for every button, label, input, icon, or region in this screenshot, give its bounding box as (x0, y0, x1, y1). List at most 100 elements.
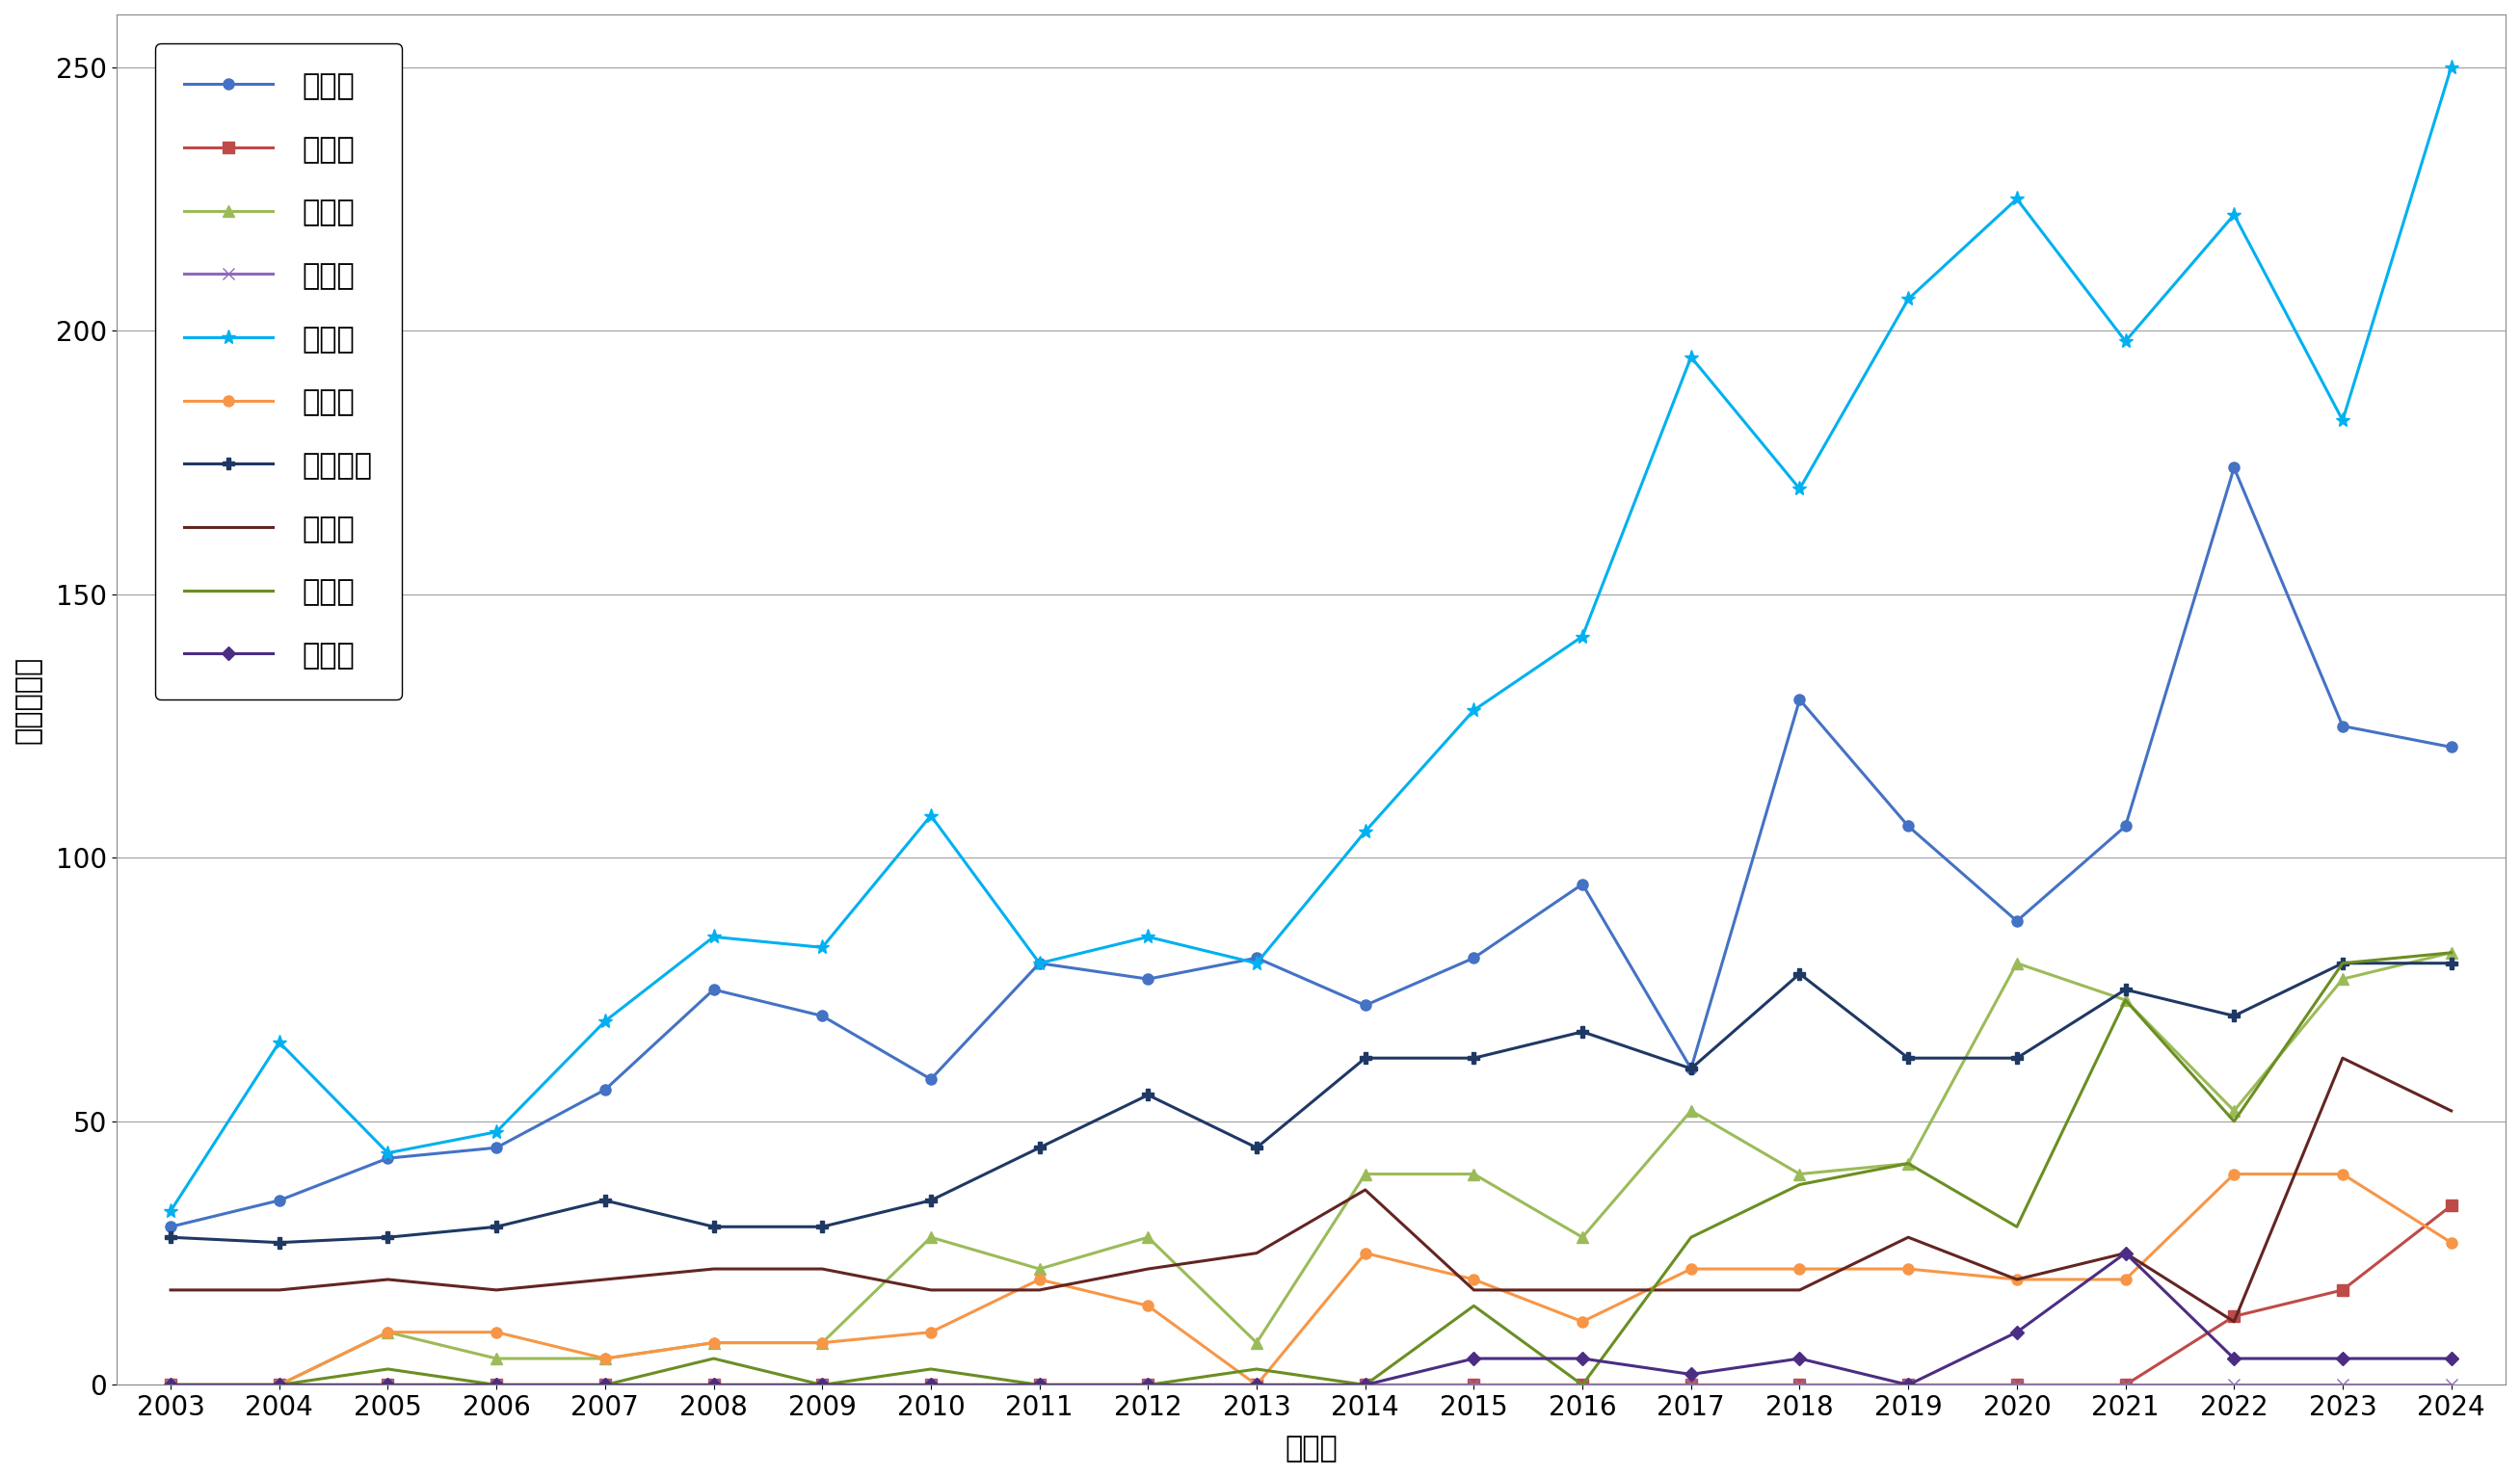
その他 (2437, 1350, 2467, 1368)
Line: 沖縄県: 沖縄県 (171, 1058, 2452, 1322)
X-axis label: 調査年: 調査年 (1285, 1434, 1338, 1462)
長崎県 (265, 1377, 295, 1394)
宮崎県 (1459, 1270, 1489, 1288)
佐賀県 (1134, 1229, 1164, 1247)
熊本県 (2109, 332, 2139, 350)
大分県 (1567, 1377, 1598, 1394)
福岡県 (1567, 876, 1598, 894)
沖縄県 (1242, 1244, 1273, 1261)
福岡県 (806, 1007, 837, 1025)
鹿児島県 (1023, 1139, 1053, 1156)
その他 (1134, 1377, 1164, 1394)
その他 (806, 1377, 837, 1394)
熊本県 (1351, 823, 1381, 840)
大分県 (1676, 1377, 1706, 1394)
Line: その他: その他 (166, 1248, 2457, 1390)
佐賀県 (915, 1229, 945, 1247)
宮崎県 (1351, 1244, 1381, 1261)
宮崎県 (915, 1323, 945, 1341)
佐賀県 (1459, 1165, 1489, 1183)
福岡県 (590, 1081, 620, 1099)
佐賀県 (1242, 1334, 1273, 1351)
大分県 (590, 1377, 620, 1394)
熊本県 (1134, 928, 1164, 945)
長崎県 (1784, 1377, 1814, 1394)
その他 (2109, 1244, 2139, 1261)
宮崎県 (2220, 1165, 2250, 1183)
その他 (156, 1377, 186, 1394)
山口県 (1351, 1377, 1381, 1394)
山口県 (806, 1377, 837, 1394)
山口県 (156, 1377, 186, 1394)
大分県 (806, 1377, 837, 1394)
福岡県 (1893, 817, 1923, 835)
沖縄県 (156, 1281, 186, 1298)
長崎県 (1023, 1377, 1053, 1394)
長崎県 (915, 1377, 945, 1394)
その他 (1351, 1377, 1381, 1394)
佐賀県 (1893, 1155, 1923, 1173)
沖縄県 (1676, 1281, 1706, 1298)
長崎県 (2437, 1377, 2467, 1394)
山口県 (1459, 1297, 1489, 1315)
長崎県 (2109, 1377, 2139, 1394)
福岡県 (2001, 913, 2031, 931)
長崎県 (698, 1377, 728, 1394)
鹿児島県 (2328, 954, 2359, 972)
大分県 (1784, 1377, 1814, 1394)
熊本県 (2001, 191, 2031, 208)
山口県 (2109, 991, 2139, 1009)
大分県 (2220, 1307, 2250, 1325)
鹿児島県 (806, 1219, 837, 1236)
宮崎県 (373, 1323, 403, 1341)
宮崎県 (1676, 1260, 1706, 1278)
その他 (1023, 1377, 1053, 1394)
沖縄県 (2437, 1102, 2467, 1120)
福岡県 (2437, 738, 2467, 756)
福岡県 (1676, 1060, 1706, 1078)
大分県 (1023, 1377, 1053, 1394)
Line: 鹿児島県: 鹿児島県 (166, 959, 2457, 1248)
Line: 宮崎県: 宮崎県 (166, 1168, 2457, 1390)
鹿児島県 (2437, 954, 2467, 972)
宮崎県 (806, 1334, 837, 1351)
宮崎県 (481, 1323, 512, 1341)
熊本県 (698, 928, 728, 945)
Line: 大分県: 大分県 (166, 1201, 2457, 1390)
長崎県 (590, 1377, 620, 1394)
その他 (1784, 1350, 1814, 1368)
長崎県 (1893, 1377, 1923, 1394)
山口県 (2001, 1219, 2031, 1236)
宮崎県 (156, 1377, 186, 1394)
鹿児島県 (2001, 1049, 2031, 1066)
大分県 (1459, 1377, 1489, 1394)
佐賀県 (265, 1377, 295, 1394)
熊本県 (915, 806, 945, 824)
大分県 (373, 1377, 403, 1394)
長崎県 (806, 1377, 837, 1394)
鹿児島県 (590, 1192, 620, 1210)
その他 (481, 1377, 512, 1394)
佐賀県 (2437, 944, 2467, 962)
その他 (1242, 1377, 1273, 1394)
佐賀県 (2220, 1102, 2250, 1120)
宮崎県 (2109, 1270, 2139, 1288)
熊本県 (1893, 289, 1923, 307)
長崎県 (1676, 1377, 1706, 1394)
佐賀県 (1023, 1260, 1053, 1278)
鹿児島県 (698, 1219, 728, 1236)
宮崎県 (1567, 1313, 1598, 1331)
沖縄県 (698, 1260, 728, 1278)
宮崎県 (1784, 1260, 1814, 1278)
Line: 福岡県: 福岡県 (166, 462, 2457, 1232)
沖縄県 (373, 1270, 403, 1288)
沖縄県 (915, 1281, 945, 1298)
大分県 (265, 1377, 295, 1394)
山口県 (590, 1377, 620, 1394)
福岡県 (1023, 954, 1053, 972)
鹿児島県 (265, 1233, 295, 1251)
鹿児島県 (1351, 1049, 1381, 1066)
大分県 (481, 1377, 512, 1394)
Line: 熊本県: 熊本県 (164, 59, 2460, 1219)
大分県 (156, 1377, 186, 1394)
